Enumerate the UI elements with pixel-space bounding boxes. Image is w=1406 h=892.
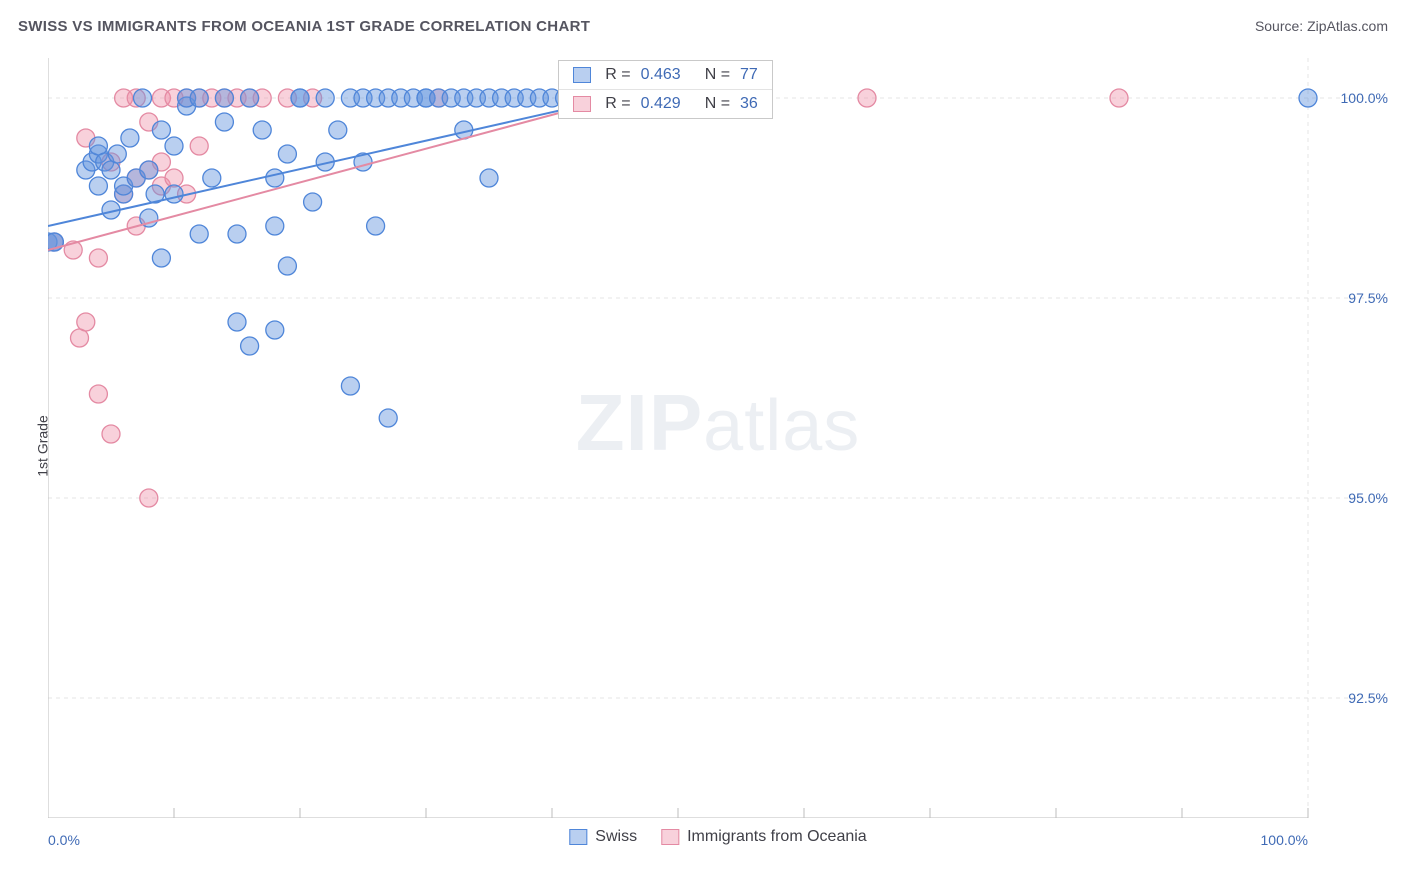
chart-source: Source: ZipAtlas.com <box>1255 18 1388 34</box>
swatch-series-b <box>573 96 591 112</box>
stat-n-label: N = <box>705 96 730 112</box>
y-tick-label: 92.5% <box>1348 690 1388 706</box>
y-tick-label: 100.0% <box>1341 90 1388 106</box>
swatch-series-a <box>573 67 591 83</box>
stat-r-label: R = <box>605 67 630 83</box>
plot-area: ZIPatlas R = 0.463 N = 77 R = 0.429 N = … <box>48 58 1388 818</box>
stat-n-value-b: 36 <box>740 96 758 112</box>
x-tick-label: 0.0% <box>48 832 80 848</box>
source-prefix: Source: <box>1255 18 1307 34</box>
legend-item-a: Swiss <box>569 828 637 846</box>
legend-label-a: Swiss <box>595 828 637 846</box>
source-name: ZipAtlas.com <box>1307 18 1388 34</box>
stat-r-value-a: 0.463 <box>641 67 681 83</box>
chart-title: SWISS VS IMMIGRANTS FROM OCEANIA 1ST GRA… <box>18 18 590 35</box>
stat-n-label: N = <box>705 67 730 83</box>
legend-label-b: Immigrants from Oceania <box>687 828 867 846</box>
y-tick-label: 95.0% <box>1348 490 1388 506</box>
stat-r-label: R = <box>605 96 630 112</box>
stats-row-b: R = 0.429 N = 36 <box>559 89 772 118</box>
stat-n-value-a: 77 <box>740 67 758 83</box>
legend-swatch-b <box>661 829 679 845</box>
chart-header: SWISS VS IMMIGRANTS FROM OCEANIA 1ST GRA… <box>18 18 1388 35</box>
stats-row-a: R = 0.463 N = 77 <box>559 61 772 89</box>
chart-svg <box>48 58 1388 818</box>
bottom-legend: Swiss Immigrants from Oceania <box>569 828 866 846</box>
stats-legend-box: R = 0.463 N = 77 R = 0.429 N = 36 <box>558 60 773 119</box>
y-tick-label: 97.5% <box>1348 290 1388 306</box>
legend-swatch-a <box>569 829 587 845</box>
x-tick-label: 100.0% <box>1261 832 1308 848</box>
legend-item-b: Immigrants from Oceania <box>661 828 867 846</box>
stat-r-value-b: 0.429 <box>641 96 681 112</box>
